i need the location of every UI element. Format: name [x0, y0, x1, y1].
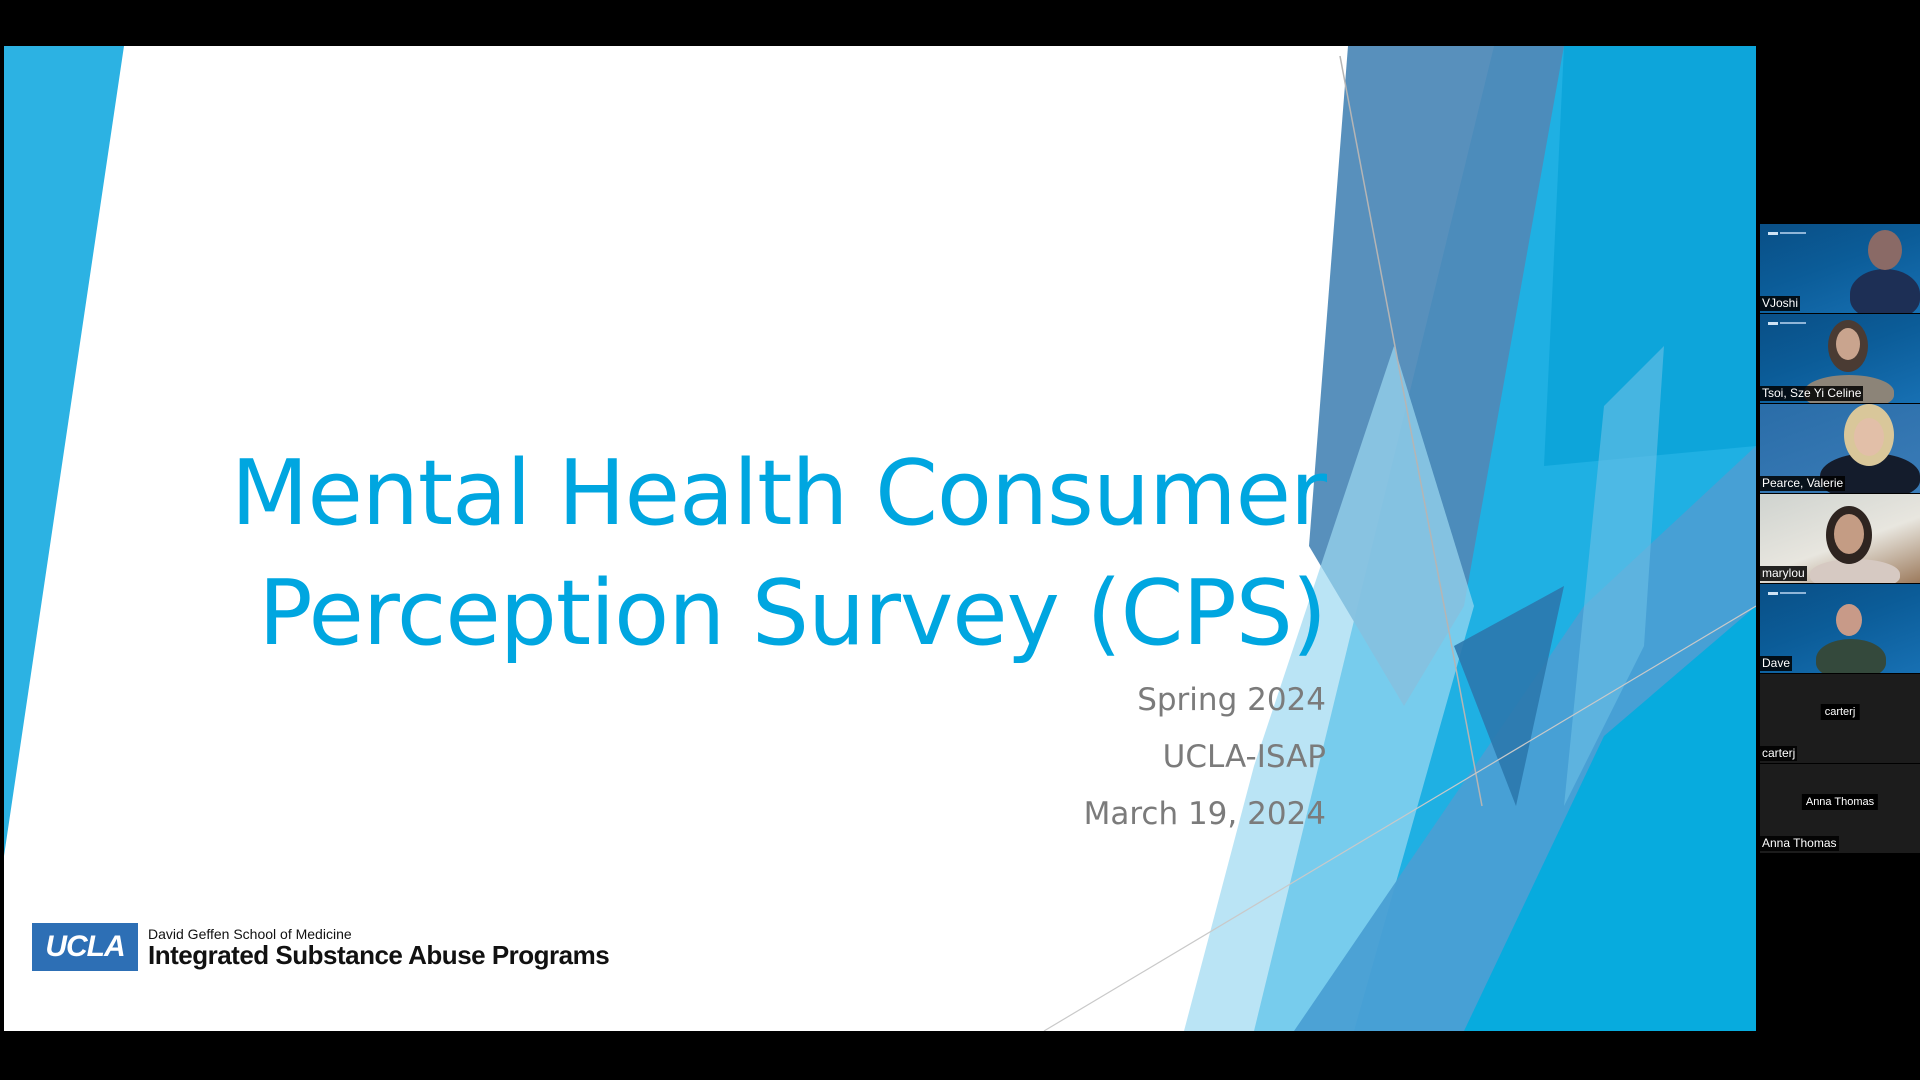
participant-name-label: Tsoi, Sze Yi Celine — [1760, 386, 1864, 401]
participant-name-label: marylou — [1760, 566, 1807, 581]
participant-center-label: Anna Thomas — [1801, 794, 1879, 810]
participant-tile-pearce[interactable]: Pearce, Valerie — [1760, 404, 1920, 493]
virtual-background-logo-icon — [1768, 232, 1778, 235]
participant-tile-tsoi[interactable]: Tsoi, Sze Yi Celine — [1760, 314, 1920, 403]
subtitle-org: UCLA-ISAP — [1162, 739, 1326, 775]
virtual-background-logo-icon — [1768, 322, 1778, 325]
subtitle-term: Spring 2024 — [1137, 682, 1326, 718]
slide-title-line-1: Mental Health Consumer — [230, 441, 1327, 546]
virtual-background-text — [1780, 322, 1806, 324]
participant-video-silhouette — [1850, 269, 1920, 313]
shared-slide: Mental Health Consumer Perception Survey… — [4, 46, 1756, 1031]
participant-video-head — [1868, 230, 1902, 270]
participant-tile-vjoshi[interactable]: VJoshi — [1760, 224, 1920, 313]
participant-name-label: Anna Thomas — [1760, 836, 1839, 851]
slide-subtitle: Spring 2024 UCLA-ISAP March 19, 2024 — [1084, 678, 1326, 849]
ucla-logo-mark: UCLA — [32, 923, 138, 971]
participant-center-label: carterj — [1820, 704, 1860, 720]
participant-video-silhouette — [1816, 639, 1886, 673]
participant-video-face — [1834, 514, 1864, 554]
participant-tile-carterj[interactable]: carterj carterj — [1760, 674, 1920, 763]
slide-title-line-2: Perception Survey (CPS) — [258, 561, 1327, 666]
participant-tile-dave[interactable]: Dave — [1760, 584, 1920, 673]
logo-program-name: Integrated Substance Abuse Programs — [148, 940, 610, 970]
participant-video-face — [1836, 328, 1860, 360]
virtual-background-logo-icon — [1768, 592, 1778, 595]
slide-title: Mental Health Consumer Perception Survey… — [230, 434, 1327, 674]
participant-video-head — [1836, 604, 1862, 636]
participant-gallery: VJoshi Tsoi, Sze Yi Celine Pearce, Valer… — [1760, 224, 1920, 854]
ucla-isap-logo: UCLA David Geffen School of Medicine Int… — [32, 922, 610, 972]
participant-name-label: VJoshi — [1760, 296, 1801, 311]
subtitle-date: March 19, 2024 — [1083, 796, 1326, 832]
participant-name-label: Pearce, Valerie — [1760, 476, 1846, 491]
virtual-background-text — [1780, 232, 1806, 234]
participant-video-silhouette — [1810, 559, 1900, 583]
logo-text: David Geffen School of Medicine Integrat… — [148, 926, 610, 970]
virtual-background-text — [1780, 592, 1806, 594]
slide-background-shapes — [4, 46, 1756, 1031]
participant-name-label: Dave — [1760, 656, 1793, 671]
participant-name-label: carterj — [1760, 746, 1798, 761]
participant-tile-anna-thomas[interactable]: Anna Thomas Anna Thomas — [1760, 764, 1920, 853]
logo-school-name: David Geffen School of Medicine — [148, 926, 352, 942]
participant-tile-marylou[interactable]: marylou — [1760, 494, 1920, 583]
participant-video-face — [1854, 418, 1884, 456]
